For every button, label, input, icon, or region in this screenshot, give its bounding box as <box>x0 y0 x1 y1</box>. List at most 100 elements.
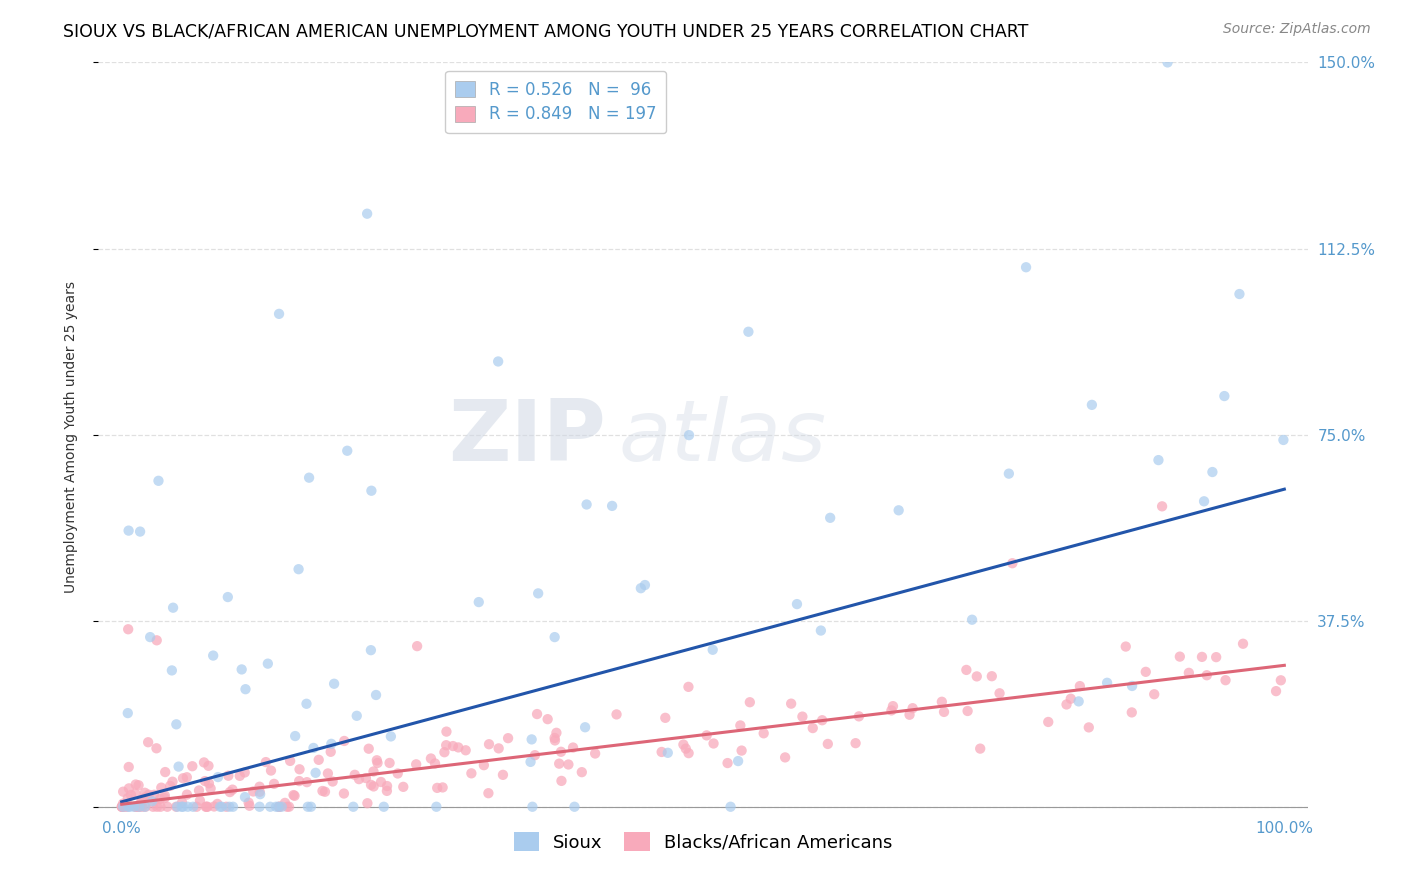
Point <box>336 443 359 458</box>
Point <box>364 688 387 702</box>
Point <box>425 799 447 814</box>
Point <box>780 697 803 711</box>
Point <box>270 799 292 814</box>
Point <box>249 799 271 814</box>
Point <box>194 774 217 789</box>
Point <box>283 788 305 802</box>
Point <box>1272 433 1295 447</box>
Point <box>316 766 339 780</box>
Point <box>537 712 560 726</box>
Point <box>141 794 163 808</box>
Point <box>720 799 742 814</box>
Point <box>583 747 606 761</box>
Point <box>211 799 233 814</box>
Point <box>522 799 544 814</box>
Point <box>901 701 924 715</box>
Point <box>276 799 298 814</box>
Point <box>134 790 156 805</box>
Point <box>288 762 311 776</box>
Point <box>221 782 243 797</box>
Point <box>117 791 139 805</box>
Point <box>898 707 921 722</box>
Point <box>1038 714 1060 729</box>
Point <box>197 799 219 814</box>
Point <box>931 695 953 709</box>
Point <box>287 562 309 576</box>
Point <box>149 799 172 814</box>
Point <box>1229 287 1251 301</box>
Point <box>1195 668 1218 682</box>
Point <box>433 745 456 759</box>
Point <box>170 799 193 814</box>
Point <box>231 662 253 676</box>
Point <box>488 741 510 756</box>
Point <box>145 633 167 648</box>
Point <box>564 799 586 814</box>
Point <box>703 737 725 751</box>
Point <box>447 740 470 755</box>
Point <box>209 799 232 814</box>
Legend: Sioux, Blacks/African Americans: Sioux, Blacks/African Americans <box>506 825 900 859</box>
Point <box>117 524 139 538</box>
Point <box>1213 389 1236 403</box>
Point <box>249 785 271 799</box>
Point <box>165 717 187 731</box>
Point <box>347 772 370 786</box>
Point <box>249 787 271 801</box>
Point <box>1178 665 1201 680</box>
Point <box>496 731 519 746</box>
Point <box>557 757 579 772</box>
Point <box>308 753 330 767</box>
Point <box>657 746 679 760</box>
Point <box>1077 720 1099 734</box>
Point <box>373 799 395 814</box>
Point <box>200 781 222 796</box>
Point <box>380 730 402 744</box>
Point <box>153 789 176 803</box>
Point <box>215 799 238 814</box>
Point <box>118 781 141 796</box>
Point <box>136 735 159 749</box>
Point <box>845 736 868 750</box>
Point <box>295 775 318 789</box>
Point <box>818 511 841 525</box>
Point <box>242 784 264 798</box>
Point <box>238 798 260 813</box>
Point <box>264 799 287 814</box>
Point <box>117 799 139 814</box>
Point <box>634 578 657 592</box>
Point <box>1015 260 1038 275</box>
Point <box>125 799 148 814</box>
Point <box>366 753 388 767</box>
Point <box>114 799 136 814</box>
Point <box>153 765 176 780</box>
Point <box>678 680 700 694</box>
Point <box>356 207 378 221</box>
Point <box>131 792 153 806</box>
Point <box>181 759 204 773</box>
Point <box>606 707 628 722</box>
Point <box>118 799 141 814</box>
Point <box>298 471 321 485</box>
Point <box>696 728 718 742</box>
Point <box>117 622 139 636</box>
Point <box>792 709 814 723</box>
Point <box>218 785 240 799</box>
Point <box>263 777 285 791</box>
Point <box>274 796 297 810</box>
Point <box>651 745 673 759</box>
Point <box>195 799 218 814</box>
Point <box>1215 673 1237 688</box>
Point <box>145 741 167 756</box>
Point <box>520 732 543 747</box>
Point <box>162 774 184 789</box>
Text: atlas: atlas <box>619 395 827 479</box>
Point <box>523 748 546 763</box>
Point <box>752 726 775 740</box>
Point <box>1265 684 1288 698</box>
Point <box>423 756 446 771</box>
Point <box>730 743 752 757</box>
Point <box>198 776 221 790</box>
Point <box>1205 650 1227 665</box>
Point <box>302 740 325 755</box>
